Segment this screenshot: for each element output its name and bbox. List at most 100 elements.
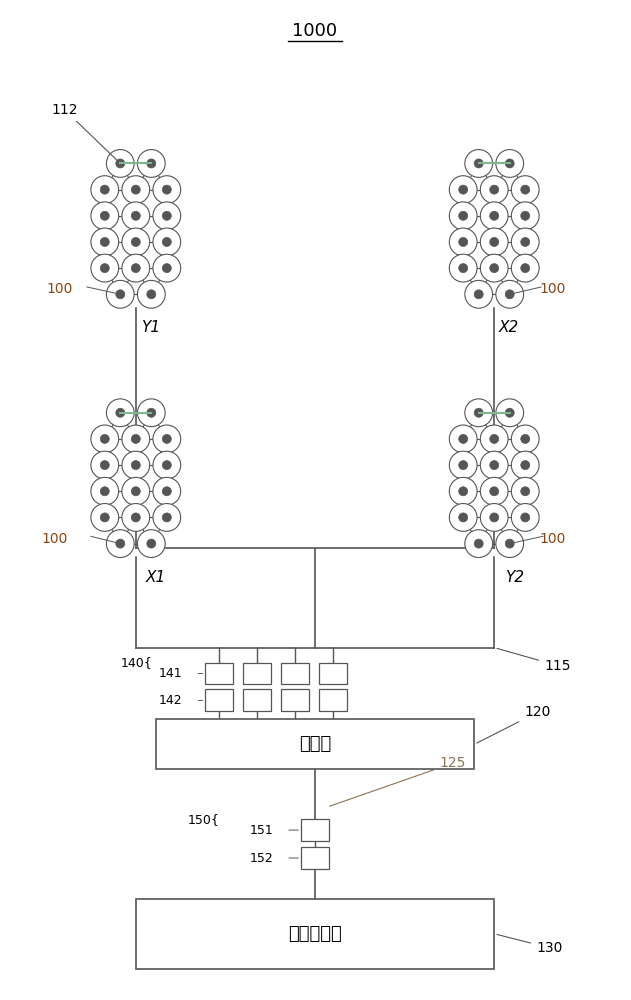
Circle shape	[162, 185, 171, 194]
Text: 115: 115	[497, 648, 570, 673]
Circle shape	[138, 399, 165, 427]
Circle shape	[162, 461, 171, 470]
Circle shape	[107, 280, 134, 308]
FancyBboxPatch shape	[281, 663, 309, 684]
Circle shape	[521, 461, 529, 470]
Circle shape	[475, 539, 483, 548]
Circle shape	[100, 461, 109, 470]
Circle shape	[147, 159, 156, 168]
Circle shape	[449, 228, 477, 256]
FancyBboxPatch shape	[301, 819, 329, 841]
Circle shape	[91, 228, 119, 256]
Circle shape	[162, 211, 171, 220]
Circle shape	[122, 504, 150, 531]
Circle shape	[511, 425, 539, 453]
Circle shape	[449, 425, 477, 453]
Circle shape	[162, 487, 171, 496]
Text: X2: X2	[499, 320, 519, 335]
Circle shape	[490, 461, 498, 470]
Circle shape	[131, 513, 140, 522]
Text: 140{: 140{	[121, 656, 153, 669]
Circle shape	[465, 150, 493, 177]
Text: 151: 151	[249, 824, 273, 837]
Circle shape	[153, 425, 180, 453]
Circle shape	[138, 530, 165, 557]
Text: 130: 130	[497, 934, 562, 955]
Circle shape	[162, 434, 171, 443]
FancyBboxPatch shape	[136, 899, 494, 969]
Circle shape	[100, 264, 109, 273]
Text: X1: X1	[146, 570, 166, 585]
Circle shape	[153, 504, 180, 531]
Circle shape	[496, 399, 524, 427]
Text: Y2: Y2	[505, 570, 524, 585]
Circle shape	[459, 461, 468, 470]
Circle shape	[511, 504, 539, 531]
FancyBboxPatch shape	[319, 663, 347, 684]
Circle shape	[162, 513, 171, 522]
Circle shape	[505, 408, 514, 417]
Circle shape	[107, 399, 134, 427]
Text: 100: 100	[539, 282, 565, 296]
Text: 152: 152	[249, 852, 273, 865]
Circle shape	[511, 202, 539, 230]
Circle shape	[449, 504, 477, 531]
Circle shape	[153, 176, 180, 204]
Circle shape	[116, 290, 125, 299]
Circle shape	[122, 451, 150, 479]
Circle shape	[521, 237, 529, 246]
Circle shape	[449, 176, 477, 204]
Text: Y1: Y1	[141, 320, 160, 335]
Text: 125: 125	[329, 756, 466, 806]
Circle shape	[100, 185, 109, 194]
Circle shape	[91, 477, 119, 505]
Circle shape	[490, 487, 498, 496]
FancyBboxPatch shape	[156, 719, 475, 769]
Circle shape	[122, 202, 150, 230]
FancyBboxPatch shape	[206, 663, 233, 684]
Circle shape	[490, 237, 498, 246]
Circle shape	[511, 477, 539, 505]
Circle shape	[131, 211, 140, 220]
Circle shape	[153, 477, 180, 505]
Circle shape	[449, 254, 477, 282]
Circle shape	[147, 539, 156, 548]
Circle shape	[122, 176, 150, 204]
Text: 120: 120	[477, 705, 550, 743]
Circle shape	[153, 451, 180, 479]
Circle shape	[465, 280, 493, 308]
Circle shape	[459, 434, 468, 443]
Circle shape	[475, 290, 483, 299]
Circle shape	[511, 451, 539, 479]
Circle shape	[131, 487, 140, 496]
Circle shape	[465, 399, 493, 427]
Circle shape	[122, 477, 150, 505]
Circle shape	[91, 504, 119, 531]
Circle shape	[459, 513, 468, 522]
Circle shape	[505, 159, 514, 168]
Circle shape	[100, 513, 109, 522]
Circle shape	[138, 280, 165, 308]
Circle shape	[91, 254, 119, 282]
Circle shape	[131, 434, 140, 443]
Circle shape	[521, 211, 529, 220]
Text: 电场发生器: 电场发生器	[288, 925, 342, 943]
Circle shape	[91, 425, 119, 453]
Circle shape	[147, 408, 156, 417]
Circle shape	[475, 408, 483, 417]
Circle shape	[490, 513, 498, 522]
Circle shape	[480, 176, 508, 204]
Circle shape	[116, 159, 125, 168]
Circle shape	[459, 264, 468, 273]
Circle shape	[91, 176, 119, 204]
Circle shape	[153, 228, 180, 256]
Circle shape	[480, 425, 508, 453]
FancyBboxPatch shape	[281, 689, 309, 711]
Text: 1000: 1000	[292, 22, 338, 40]
Circle shape	[147, 290, 156, 299]
Circle shape	[131, 185, 140, 194]
Circle shape	[122, 228, 150, 256]
Circle shape	[475, 159, 483, 168]
Circle shape	[465, 530, 493, 557]
Text: 142: 142	[158, 694, 182, 707]
